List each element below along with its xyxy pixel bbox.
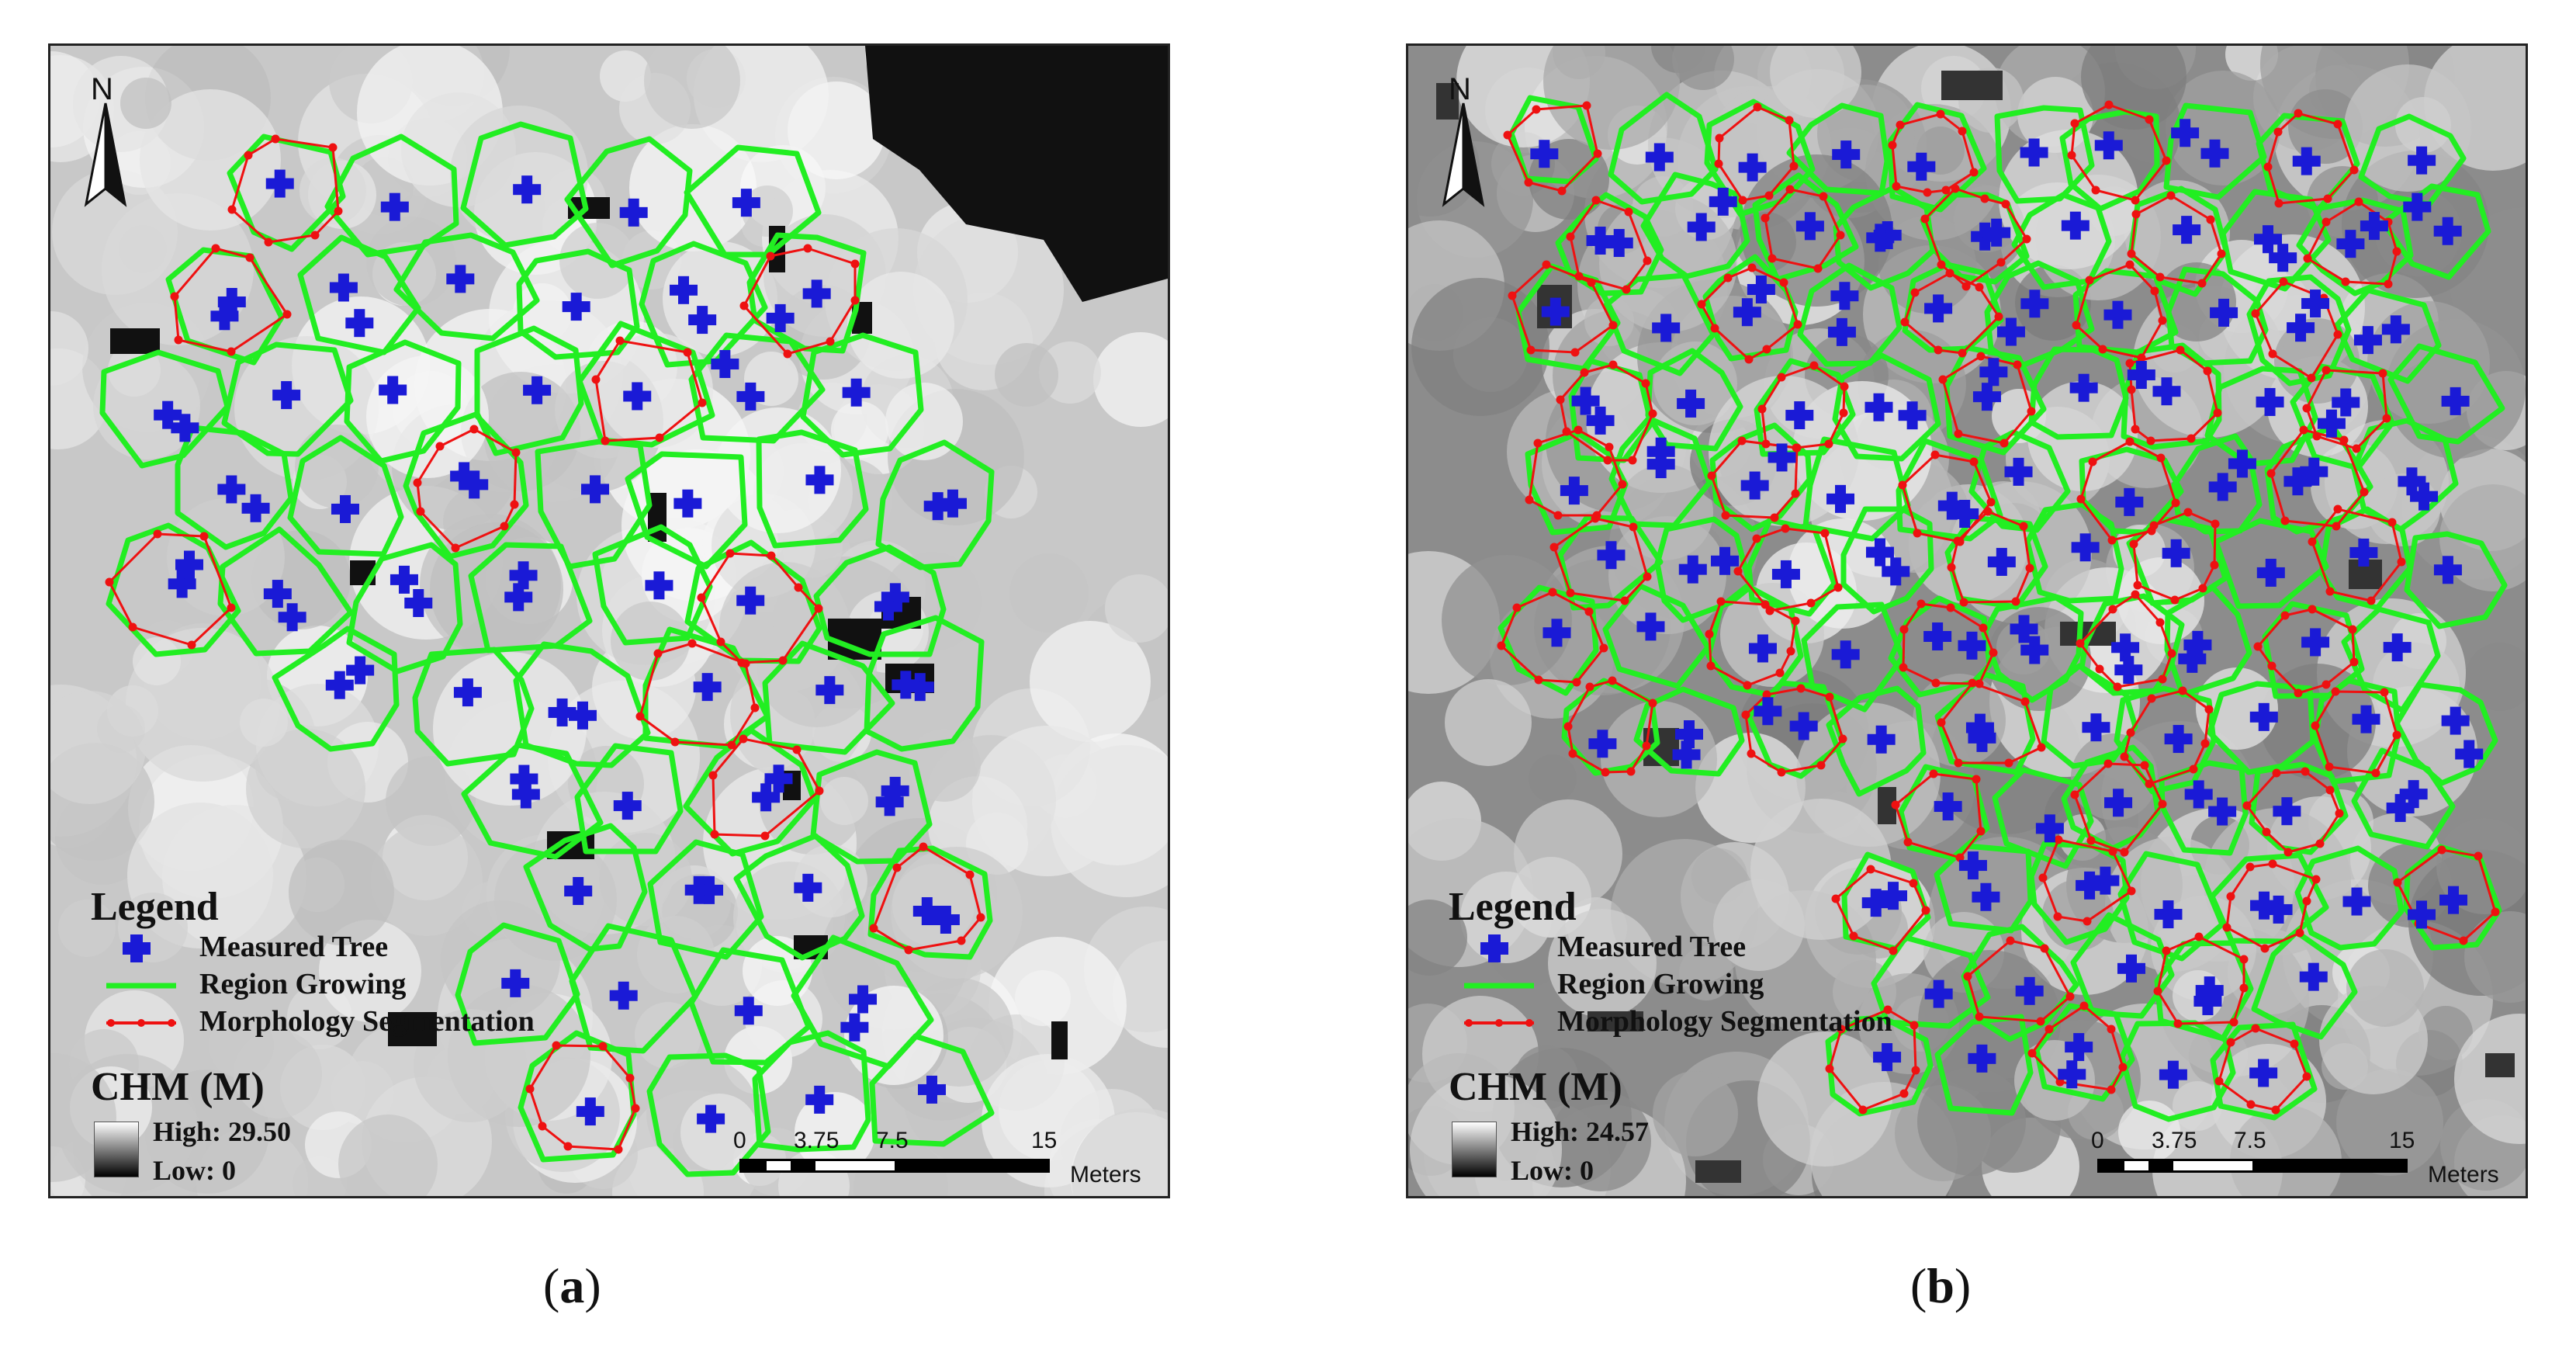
legend-label: Region Growing [1557,968,1764,1000]
green-line-icon [1464,983,1534,989]
scale-units: Meters [1070,1162,1141,1187]
scale-tick: 7.5 [876,1128,909,1153]
chm-map-a [50,46,1168,1196]
legend-label: Measured Tree [199,931,389,963]
scale-units: Meters [2428,1162,2499,1187]
legend-label: Region Growing [199,968,407,1000]
measured-trees-a [154,169,967,1133]
scale-tick: 0 [2091,1128,2104,1153]
scale-tick: 3.75 [2152,1128,2197,1153]
plus-marker-icon [123,934,151,962]
scale-tick: 3.75 [794,1128,840,1153]
region-growing-crowns-a [99,121,995,1177]
legend-label: Morphology Segmentation [199,1005,535,1038]
chm-map-b [1408,46,2526,1196]
legend-item-measured-tree: Measured Tree [91,930,649,967]
legend-item-morphology: Morphology Segmentation [91,1004,649,1042]
north-arrow-icon [84,102,127,207]
legend: Legend Measured Tree Region Growing Morp… [1449,884,2007,1042]
chm-low-label: Low: 0 [1511,1155,1594,1186]
caption-letter: a [559,1258,585,1313]
legend-item-region-growing: Region Growing [1449,967,2007,1004]
caption-a: (a) [543,1258,601,1313]
morphology-crowns-a [105,134,985,1154]
legend-item-morphology: Morphology Segmentation [1449,1004,2007,1042]
chm-title: CHM (M) [91,1065,265,1109]
north-arrow: N [78,72,133,212]
scale-tick: 0 [733,1128,746,1153]
scale-bar-graphic [739,1159,1050,1173]
chm-high-label: High: 29.50 [153,1116,292,1147]
red-dotted-line-icon [106,1019,176,1027]
chm-high-label: High: 24.57 [1511,1116,1650,1147]
caption-b: (b) [1910,1258,1972,1313]
north-arrow: N [1436,72,1491,212]
map-panel-a: N Legend Measured Tree Region Growing Mo… [48,43,1170,1198]
north-label: N [91,72,113,106]
legend-title: Legend [1449,885,1577,929]
legend-label: Morphology Segmentation [1557,1005,1892,1038]
chm-low-label: Low: 0 [153,1155,236,1186]
measured-trees-b [1530,119,2484,1089]
north-arrow-icon [1442,102,1485,207]
legend-item-measured-tree: Measured Tree [1449,930,2007,967]
legend: Legend Measured Tree Region Growing Morp… [91,884,649,1042]
green-line-icon [106,983,176,989]
chm-color-ramp [1452,1122,1497,1177]
plus-marker-icon [1480,934,1508,962]
legend-item-region-growing: Region Growing [91,967,649,1004]
scale-bar: 0 3.75 7.5 15 Meters [733,1128,1152,1190]
scale-tick: 15 [2389,1128,2415,1153]
caption-letter: b [1927,1258,1955,1313]
morphology-crowns-b [1497,100,2500,1115]
legend-title: Legend [91,885,219,929]
scale-bar: 0 3.75 7.5 15 Meters [2091,1128,2510,1190]
map-panel-b: N Legend Measured Tree Region Growing Mo… [1406,43,2528,1198]
chm-color-ramp [94,1122,139,1177]
chm-legend: CHM (M) High: 24.57 Low: 0 [1449,1064,1774,1186]
region-growing-crowns-b [1497,92,2508,1122]
scale-tick: 15 [1031,1128,1058,1153]
north-label: N [1449,72,1471,106]
chm-legend: CHM (M) High: 29.50 Low: 0 [91,1064,417,1186]
red-dotted-line-icon [1464,1019,1534,1027]
legend-label: Measured Tree [1557,931,1747,963]
chm-title: CHM (M) [1449,1065,1622,1109]
scale-bar-graphic [2097,1159,2408,1173]
scale-tick: 7.5 [2234,1128,2266,1153]
